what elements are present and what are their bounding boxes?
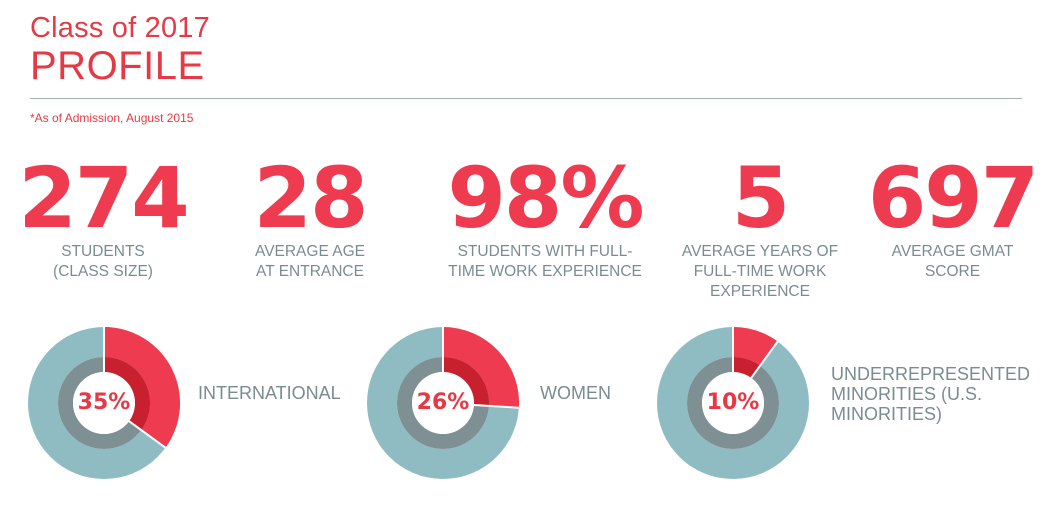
- stat-label: STUDENTS (CLASS SIZE): [53, 243, 153, 280]
- stat-average-age: 28 AVERAGE AGE AT ENTRANCE: [225, 152, 395, 282]
- page-title-line1: Class of 2017: [30, 12, 210, 44]
- donut-percent: 10%: [706, 390, 760, 415]
- stat-label: STUDENTS WITH FULL- TIME WORK EXPERIENCE: [448, 243, 642, 280]
- page-title-line2: PROFILE: [30, 44, 205, 88]
- donut-minorities: 10%: [657, 327, 809, 479]
- stat-gmat: 697 AVERAGE GMAT SCORE: [865, 152, 1040, 282]
- donut-percent: 35%: [77, 390, 131, 415]
- donut-slice-outer: [104, 327, 180, 448]
- donut-chart: [657, 327, 809, 479]
- donut-center: [73, 372, 135, 434]
- stat-value: 697: [867, 149, 1039, 247]
- header-divider: [30, 98, 1022, 99]
- donut-separator: [128, 420, 167, 449]
- admission-note: *As of Admission, August 2015: [30, 111, 194, 125]
- donut-remainder-outer: [657, 327, 809, 479]
- stat-years-experience: 5 AVERAGE YEARS OF FULL-TIME WORK EXPERI…: [670, 152, 850, 302]
- stat-value: 274: [18, 149, 189, 247]
- donut-slice-inner: [443, 357, 489, 406]
- donut-slice-outer: [443, 327, 519, 408]
- donut-center: [412, 372, 474, 434]
- donut-separator: [473, 403, 519, 409]
- stat-value: 98%: [447, 149, 644, 247]
- donut-label: WOMEN: [540, 383, 611, 403]
- donut-slice-inner: [733, 357, 761, 378]
- stat-value: 5: [731, 149, 790, 247]
- stat-value: 28: [253, 149, 369, 247]
- donut-separator: [750, 340, 779, 379]
- donut-label: UNDERREPRESENTED MINORITIES (U.S. MINORI…: [831, 364, 1031, 424]
- stat-label: AVERAGE GMAT SCORE: [891, 243, 1014, 280]
- donut-center: [702, 372, 764, 434]
- donut-chart: [28, 327, 180, 479]
- donut-percent: 26%: [416, 390, 470, 415]
- stat-label: AVERAGE AGE AT ENTRANCE: [255, 243, 365, 280]
- donut-label: INTERNATIONAL: [198, 383, 341, 403]
- donut-remainder-inner: [687, 357, 779, 449]
- donut-slice-inner: [104, 357, 150, 431]
- stat-work-experience: 98% STUDENTS WITH FULL- TIME WORK EXPERI…: [430, 152, 660, 282]
- donut-international: 35%: [28, 327, 180, 479]
- donut-women: 26%: [367, 327, 519, 479]
- stat-class-size: 274 STUDENTS (CLASS SIZE): [18, 149, 189, 282]
- stat-label: AVERAGE YEARS OF FULL-TIME WORK EXPERIEN…: [681, 243, 839, 300]
- donut-chart: [367, 327, 519, 479]
